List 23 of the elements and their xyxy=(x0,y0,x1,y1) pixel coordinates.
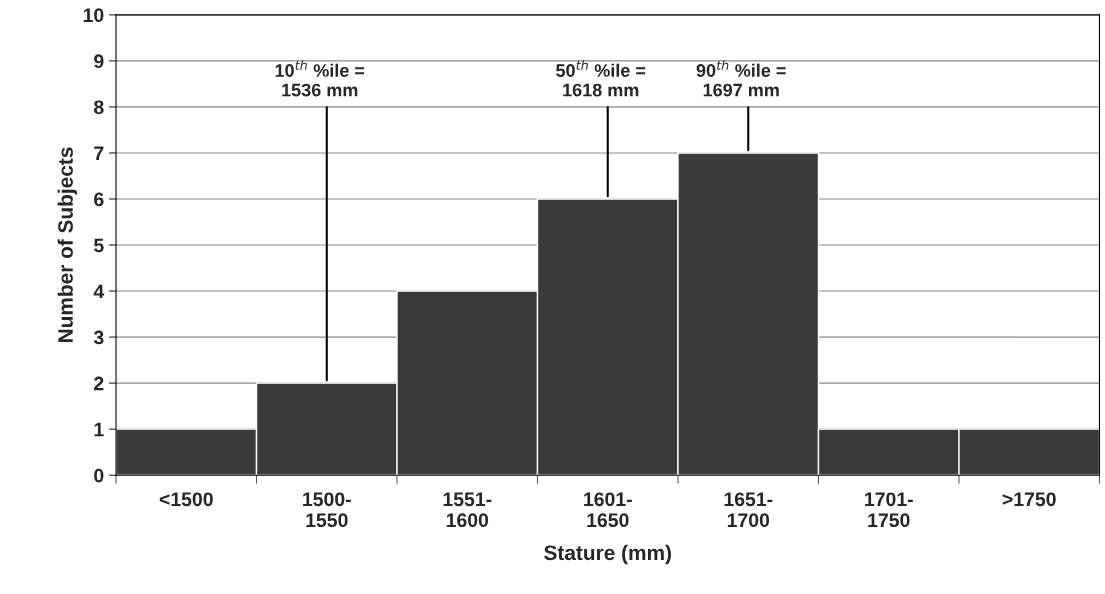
y-tick-label: 6 xyxy=(94,192,104,207)
y-tick-label: 9 xyxy=(94,54,104,69)
y-tick-label: 5 xyxy=(94,238,104,253)
annotation: 10$^{th}$ %ile = 1536 mm xyxy=(275,60,365,97)
x-tick-label: <1500 xyxy=(159,492,213,507)
y-tick-label: 1 xyxy=(94,422,104,437)
y-tick-label: 8 xyxy=(94,100,104,115)
x-tick-label: 1500- 1550 xyxy=(303,492,351,528)
y-tick-label: 10 xyxy=(83,8,104,23)
y-axis-title: Number of Subjects xyxy=(57,147,78,343)
y-tick-label: 4 xyxy=(93,284,105,299)
x-tick-label: 1651- 1700 xyxy=(724,492,773,528)
annotation: 90$^{th}$ %ile = 1697 mm xyxy=(696,60,786,97)
y-tick-label: 2 xyxy=(94,376,104,391)
x-axis-title: Stature (mm) xyxy=(544,544,671,565)
y-tick-label: 7 xyxy=(94,146,104,160)
annotation: 50$^{th}$ %ile = 1618 mm xyxy=(556,60,646,97)
x-tick-label: 1601- 1650 xyxy=(584,492,632,528)
x-tick-label: 1701- 1750 xyxy=(865,492,913,528)
y-tick-label: 0 xyxy=(94,468,104,483)
y-tick-label: 3 xyxy=(93,330,104,345)
x-tick-label: >1750 xyxy=(1002,492,1056,507)
x-tick-label: 1551- 1600 xyxy=(443,492,492,528)
